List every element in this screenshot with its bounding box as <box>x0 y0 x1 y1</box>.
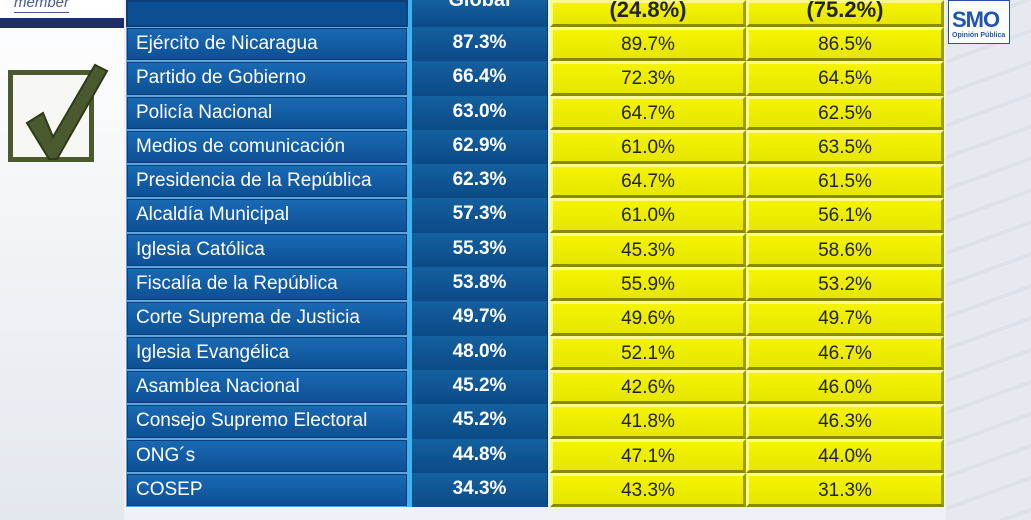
table-row: COSEP 34.3% 43.3% 31.3% <box>124 472 947 508</box>
row-global: 44.8% <box>408 438 548 473</box>
row-group1: 45.3% <box>550 232 746 268</box>
left-stripe <box>0 18 124 28</box>
row-group2: 53.2% <box>746 267 944 302</box>
row-group1: 64.7% <box>550 95 746 130</box>
row-global: 62.9% <box>408 129 548 165</box>
row-institution: COSEP <box>126 472 408 508</box>
row-group2: 46.3% <box>746 404 944 439</box>
row-group2: 61.5% <box>746 164 944 199</box>
row-institution: Policía Nacional <box>126 95 408 130</box>
row-institution: Asamblea Nacional <box>126 369 408 405</box>
row-institution: Consejo Supremo Electoral <box>126 404 408 439</box>
row-group2: 62.5% <box>746 95 944 130</box>
logo-text: SMO <box>952 7 1000 32</box>
row-group2: 31.3% <box>746 472 944 508</box>
row-institution: Ejército de Nicaragua <box>126 27 408 62</box>
row-global: 66.4% <box>408 61 548 96</box>
row-group1: 61.0% <box>550 129 746 165</box>
row-institution: Presidencia de la República <box>126 164 408 199</box>
row-group1: 47.1% <box>550 438 746 473</box>
row-group2: 49.7% <box>746 301 944 336</box>
row-group1: 49.6% <box>550 301 746 336</box>
row-group2: 44.0% <box>746 438 944 473</box>
member-logo-text: member <box>14 0 70 13</box>
table-row: Iglesia Católica 55.3% 45.3% 58.6% <box>124 232 947 268</box>
row-global: 45.2% <box>408 404 548 439</box>
row-group1: 89.7% <box>550 27 746 62</box>
row-group1: 42.6% <box>550 369 746 405</box>
row-group2: 64.5% <box>746 61 944 96</box>
row-group2: 46.7% <box>746 335 944 370</box>
row-group1: 61.0% <box>550 198 746 233</box>
row-global: 53.8% <box>408 267 548 302</box>
row-group2: 46.0% <box>746 369 944 405</box>
row-institution: Medios de comunicación <box>126 129 408 165</box>
row-institution: Iglesia Católica <box>126 232 408 268</box>
right-decoration <box>946 0 1031 520</box>
row-group2: 86.5% <box>746 27 944 62</box>
row-group1: 43.3% <box>550 472 746 508</box>
header-group2: (75.2%) <box>746 0 944 27</box>
row-global: 55.3% <box>408 232 548 268</box>
table-row: Presidencia de la República 62.3% 64.7% 61.… <box>124 164 947 199</box>
table-body: Ejército de Nicaragua 87.3% 89.7% 86.5% Part… <box>124 27 947 508</box>
row-group2: 56.1% <box>746 198 944 233</box>
smo-logo: SMO Opinión Pública <box>948 0 1010 44</box>
table-row: Policía Nacional 63.0% 64.7% 62.5% <box>124 95 947 130</box>
row-group1: 41.8% <box>550 404 746 439</box>
logo-subtext: Opinión Pública <box>952 32 1006 39</box>
row-global: 63.0% <box>408 95 548 130</box>
left-decoration: member <box>0 0 124 520</box>
table-row: Alcaldía Municipal 57.3% 61.0% 56.1% <box>124 198 947 233</box>
table-header: Global (24.8%) (75.2%) <box>124 0 947 27</box>
row-global: 45.2% <box>408 369 548 405</box>
table-row: Asamblea Nacional 45.2% 42.6% 46.0% <box>124 369 947 405</box>
table-row: Consejo Supremo Electoral 45.2% 41.8% 46.3% <box>124 404 947 439</box>
row-group1: 64.7% <box>550 164 746 199</box>
row-global: 57.3% <box>408 198 548 233</box>
row-global: 49.7% <box>408 301 548 336</box>
table-row: Corte Suprema de Justicia 49.7% 49.6% 49.7% <box>124 301 947 336</box>
row-global: 62.3% <box>408 164 548 199</box>
checkmark-box-icon <box>8 63 109 162</box>
table-row: Ejército de Nicaragua 87.3% 89.7% 86.5% <box>124 27 947 62</box>
table-row: Partido de Gobierno 66.4% 72.3% 64.5% <box>124 61 947 96</box>
header-global: Global <box>408 0 548 27</box>
row-group1: 52.1% <box>550 335 746 370</box>
header-group1: (24.8%) <box>550 0 746 27</box>
trust-table: Global (24.8%) (75.2%) Ejército de Nicar… <box>124 0 947 508</box>
table-row: ONG´s 44.8% 47.1% 44.0% <box>124 438 947 473</box>
row-global: 34.3% <box>408 472 548 508</box>
table-row: Medios de comunicación 62.9% 61.0% 63.5% <box>124 129 947 165</box>
row-group1: 55.9% <box>550 267 746 302</box>
row-institution: Alcaldía Municipal <box>126 198 408 233</box>
row-group2: 63.5% <box>746 129 944 165</box>
header-institution <box>126 0 408 27</box>
table-row: Iglesia Evangélica 48.0% 52.1% 46.7% <box>124 335 947 370</box>
row-institution: Iglesia Evangélica <box>126 335 408 370</box>
row-global: 48.0% <box>408 335 548 370</box>
row-group1: 72.3% <box>550 61 746 96</box>
row-institution: Fiscalía de la República <box>126 267 408 302</box>
table-row: Fiscalía de la República 53.8% 55.9% 53.2% <box>124 267 947 302</box>
row-institution: ONG´s <box>126 438 408 473</box>
row-institution: Corte Suprema de Justicia <box>126 301 408 336</box>
row-global: 87.3% <box>408 27 548 62</box>
row-group2: 58.6% <box>746 232 944 268</box>
row-institution: Partido de Gobierno <box>126 61 408 96</box>
